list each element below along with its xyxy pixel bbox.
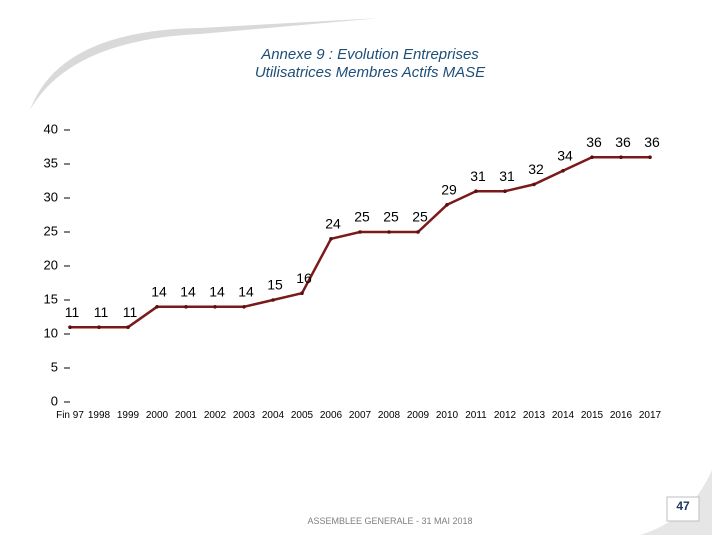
x-tick-label: 2017	[638, 410, 662, 421]
chart-title: Annexe 9 : Evolution Entreprises Utilisa…	[200, 46, 540, 82]
x-tick-label: 2013	[522, 410, 546, 421]
y-tick-label: 40	[44, 121, 58, 136]
data-label: 29	[441, 182, 457, 198]
x-tick-label: 2010	[435, 410, 459, 421]
data-label: 11	[123, 304, 138, 320]
data-point	[532, 182, 536, 187]
data-point	[503, 189, 507, 193]
data-point	[561, 169, 565, 173]
data-label: 14	[238, 284, 254, 300]
data-point	[329, 237, 333, 241]
data-point	[619, 155, 623, 159]
data-label: 36	[644, 134, 660, 150]
data-label: 31	[470, 168, 486, 184]
data-label: 36	[615, 134, 631, 150]
footer: ASSEMBLEE GENERALE - 31 MAI 2018	[307, 516, 473, 526]
x-tick-label: 2016	[609, 410, 633, 421]
y-tick-label: 5	[51, 359, 58, 374]
data-label: 32	[528, 161, 544, 177]
x-tick-label: 2014	[551, 410, 575, 421]
data-point	[126, 325, 130, 330]
page-number: 47	[676, 499, 690, 513]
data-point	[416, 230, 420, 234]
data-label: 14	[180, 284, 196, 300]
x-tick-label: 2006	[319, 410, 343, 421]
x-tick-label: 1999	[116, 410, 140, 421]
title-line: Annexe 9 : Evolution Entreprises	[261, 46, 479, 63]
data-label: 16	[296, 270, 312, 286]
x-tick-label: 2000	[145, 410, 169, 421]
data-point	[155, 305, 159, 309]
data-point	[271, 298, 275, 302]
data-point	[184, 305, 188, 309]
data-point	[97, 325, 101, 330]
data-point	[387, 230, 391, 234]
data-label: 25	[354, 209, 370, 225]
data-label: 25	[412, 209, 428, 225]
data-point	[242, 305, 246, 309]
data-point	[474, 189, 478, 193]
page-number-box	[666, 496, 700, 522]
data-label: 24	[325, 216, 341, 232]
x-tick-label: 2002	[203, 410, 227, 421]
data-point	[445, 203, 449, 207]
x-tick-label: 2001	[174, 410, 198, 421]
x-tick-label: 2003	[232, 410, 256, 421]
y-tick-label: 30	[44, 189, 58, 204]
y-tick-label: 20	[44, 257, 58, 272]
x-tick-label: 2005	[290, 410, 314, 421]
data-label: 31	[499, 168, 515, 184]
x-tick-label: 2012	[493, 410, 517, 421]
decor-swoosh	[30, 18, 380, 110]
x-tick-label: 2004	[261, 410, 285, 421]
x-tick-label: 2008	[377, 410, 401, 421]
data-label: 36	[586, 134, 602, 150]
y-tick-label: 0	[51, 393, 58, 408]
y-tick-label: 25	[44, 223, 58, 238]
data-point	[213, 305, 217, 309]
x-tick-label: 2015	[580, 410, 604, 421]
data-point	[590, 155, 594, 159]
x-tick-label: Fin 97	[56, 410, 84, 421]
data-label: 15	[267, 277, 283, 293]
data-point	[300, 291, 304, 296]
data-label: 14	[151, 284, 167, 300]
x-tick-label: 2009	[406, 410, 430, 421]
data-point	[648, 155, 652, 159]
data-point	[68, 325, 72, 330]
data-label: 34	[557, 148, 573, 164]
y-tick-label: 15	[44, 291, 58, 306]
data-point	[358, 230, 362, 234]
data-label: 11	[65, 304, 80, 320]
x-tick-label: 2011	[465, 410, 487, 421]
data-label: 14	[209, 284, 225, 300]
data-line	[70, 155, 650, 329]
title-line: Utilisatrices Membres Actifs MASE	[254, 64, 486, 81]
x-tick-label: 1998	[87, 410, 111, 421]
data-label: 11	[94, 304, 109, 320]
data-label: 25	[383, 209, 399, 225]
y-tick-label: 10	[44, 325, 58, 340]
x-tick-label: 2007	[348, 410, 372, 421]
y-tick-label: 35	[44, 155, 58, 170]
